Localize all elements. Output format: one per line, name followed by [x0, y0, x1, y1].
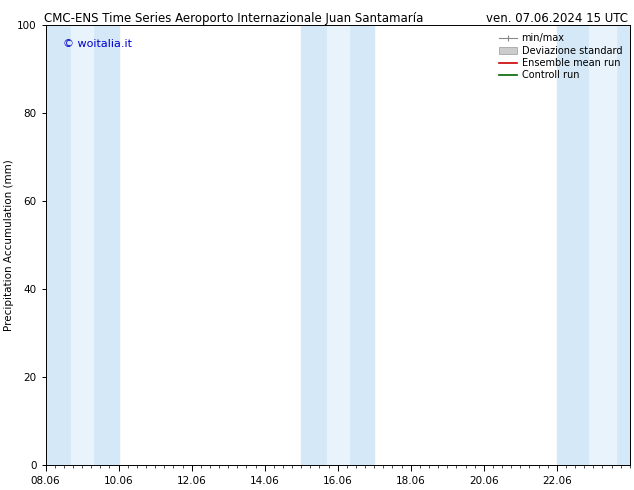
Bar — [71, 25, 93, 466]
Text: CMC-ENS Time Series Aeroporto Internazionale Juan Santamaría: CMC-ENS Time Series Aeroporto Internazio… — [44, 12, 424, 25]
Bar — [301, 25, 374, 466]
Text: ven. 07.06.2024 15 UTC: ven. 07.06.2024 15 UTC — [486, 12, 628, 25]
Bar — [327, 25, 349, 466]
Bar — [589, 25, 616, 466]
Y-axis label: Precipitation Accumulation (mm): Precipitation Accumulation (mm) — [4, 159, 14, 331]
Bar — [46, 25, 119, 466]
Bar — [557, 25, 634, 466]
Legend: min/max, Deviazione standard, Ensemble mean run, Controll run: min/max, Deviazione standard, Ensemble m… — [496, 30, 625, 83]
Text: © woitalia.it: © woitalia.it — [63, 39, 132, 49]
